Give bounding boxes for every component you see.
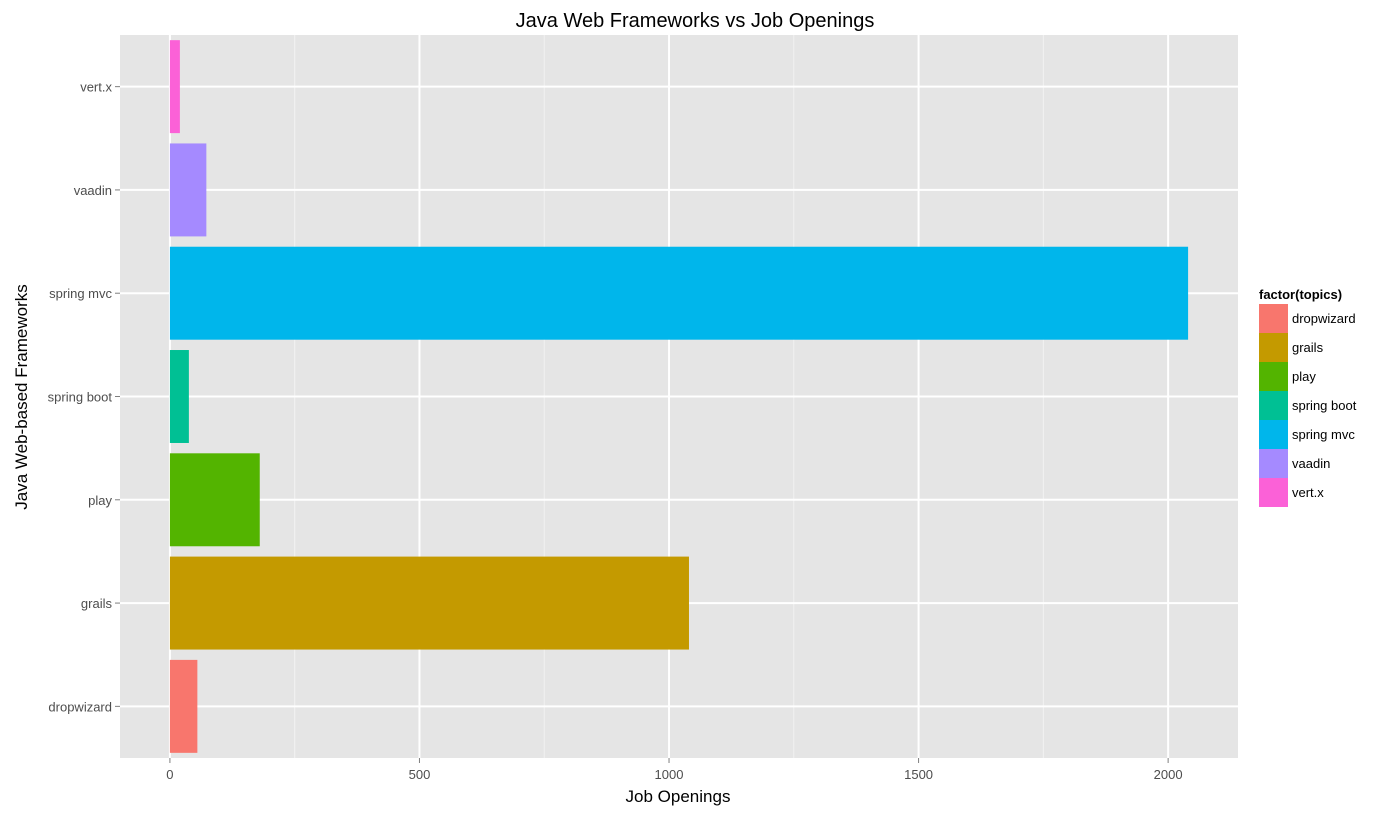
x-tick-label: 2000 — [1154, 767, 1183, 782]
bar-grails — [169, 556, 689, 650]
bar-spring-boot — [169, 350, 189, 443]
legend-entry: vaadin — [1259, 449, 1356, 478]
bar-play — [169, 453, 260, 547]
bar-spring-mvc — [169, 246, 1189, 340]
x-axis: 0 500 1000 1500 2000 — [166, 758, 1183, 782]
x-axis-title: Job Openings — [626, 787, 731, 806]
legend-entry: spring boot — [1259, 391, 1356, 420]
legend-label: spring mvc — [1292, 427, 1355, 442]
legend-entry: grails — [1259, 333, 1356, 362]
y-tick-label: play — [88, 493, 112, 508]
y-tick-label: vert.x — [80, 80, 112, 95]
legend-entry: vert.x — [1259, 478, 1356, 507]
legend-label: grails — [1292, 340, 1324, 355]
x-tick-label: 500 — [409, 767, 431, 782]
y-axis-title: Java Web-based Frameworks — [12, 284, 31, 510]
bars — [169, 40, 1189, 753]
legend-entry: dropwizard — [1259, 304, 1356, 333]
legend-swatch — [1259, 362, 1288, 391]
legend-label: play — [1292, 369, 1316, 384]
x-tick-label: 1500 — [904, 767, 933, 782]
y-tick-label: dropwizard — [48, 699, 112, 714]
bar-vert-x — [169, 40, 180, 134]
y-tick-label: spring boot — [48, 390, 113, 405]
x-tick-label: 1000 — [655, 767, 684, 782]
legend-label: dropwizard — [1292, 311, 1356, 326]
y-tick-label: vaadin — [74, 183, 112, 198]
legend-label: vert.x — [1292, 485, 1324, 500]
legend-swatch — [1259, 449, 1288, 478]
y-tick-label: grails — [81, 596, 113, 611]
bar-vaadin — [169, 143, 207, 237]
chart-title: Java Web Frameworks vs Job Openings — [515, 10, 875, 32]
y-tick-label: spring mvc — [49, 286, 112, 301]
legend-entries: dropwizard grails play spring boot spring mv… — [1259, 304, 1356, 507]
legend-entry: spring mvc — [1259, 420, 1356, 449]
legend-title: factor(topics) — [1259, 287, 1343, 302]
legend-label: spring boot — [1292, 398, 1357, 413]
legend: factor(topics) dropwizard grails play sprin… — [1259, 287, 1356, 507]
legend-entry: play — [1259, 362, 1356, 391]
legend-swatch — [1259, 478, 1288, 507]
legend-swatch — [1259, 420, 1288, 449]
bar-dropwizard — [169, 659, 198, 753]
legend-swatch — [1259, 333, 1288, 362]
legend-swatch — [1259, 391, 1288, 420]
legend-swatch — [1259, 304, 1288, 333]
x-tick-label: 0 — [166, 767, 173, 782]
y-axis: dropwizard grails play spring boot spring mv… — [48, 80, 120, 714]
legend-label: vaadin — [1292, 456, 1331, 471]
